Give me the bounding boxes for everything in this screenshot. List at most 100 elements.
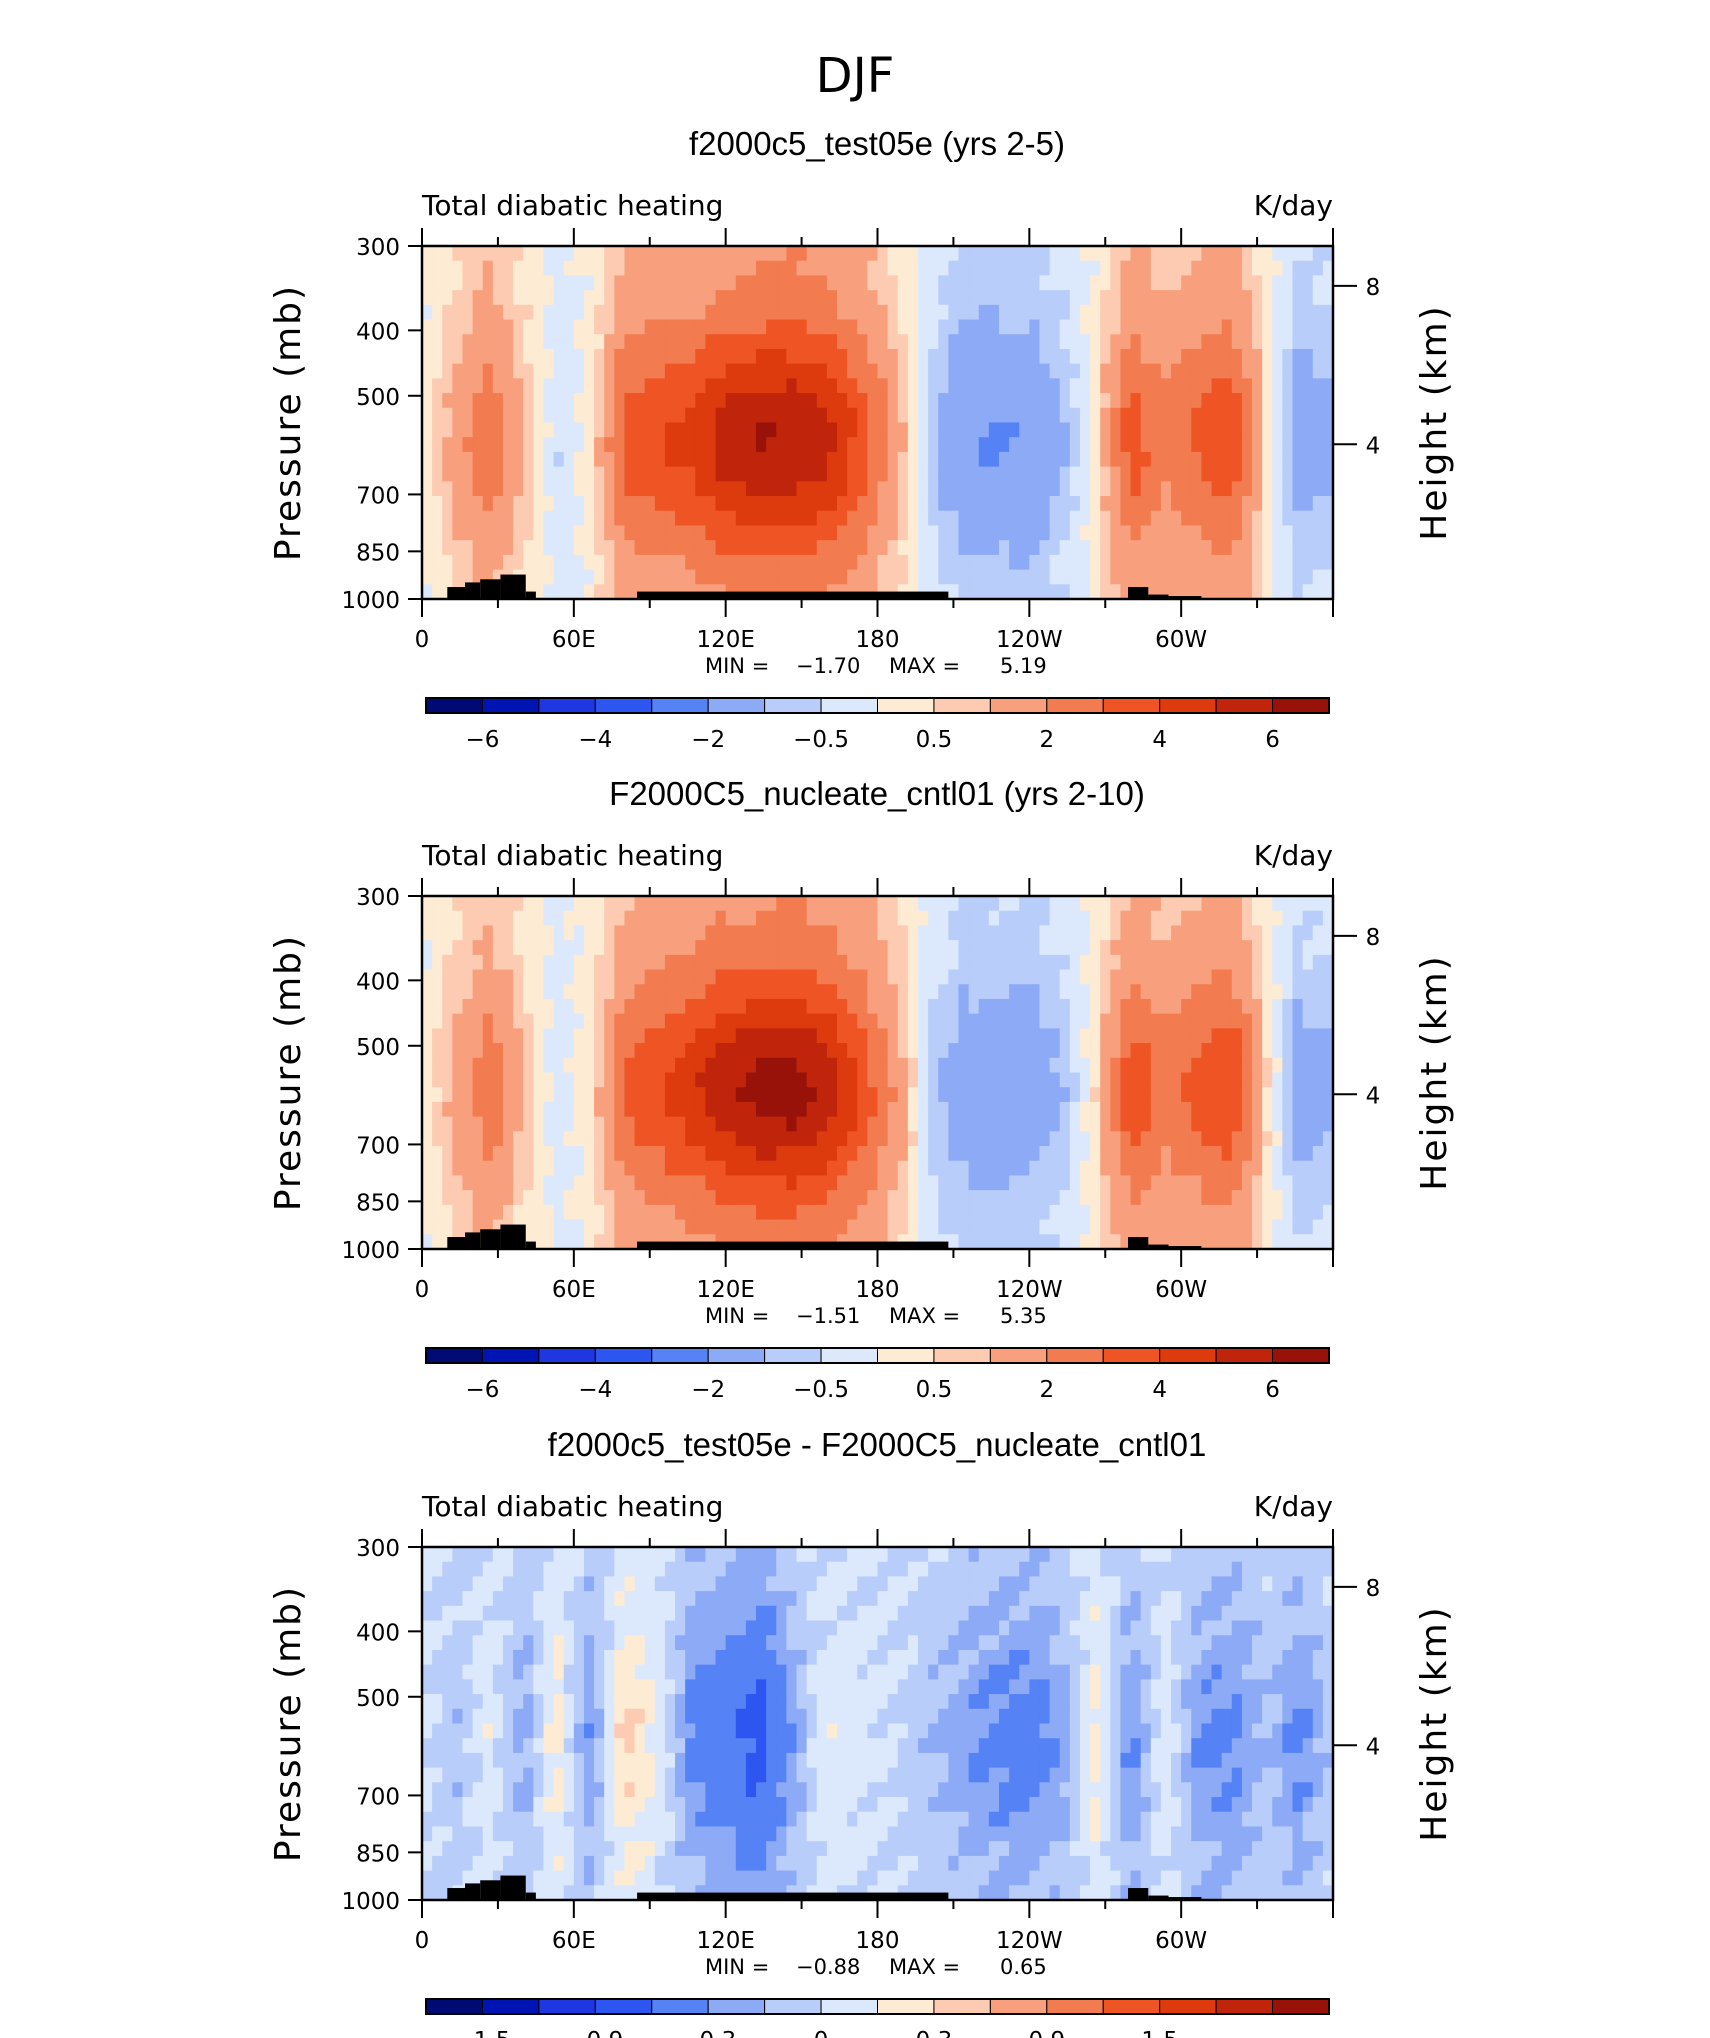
field-cell (1079, 290, 1091, 306)
field-cell (452, 1175, 464, 1191)
field-cell (1181, 584, 1192, 599)
field-cell (1272, 319, 1283, 335)
field-cell (1049, 348, 1061, 365)
field-cell (422, 1620, 433, 1636)
field-cell (594, 1190, 605, 1206)
field-cell (1110, 1576, 1122, 1592)
field-cell (816, 1072, 828, 1088)
field-cell (1322, 1116, 1333, 1132)
field-cell (1282, 984, 1294, 1000)
field-cell (705, 407, 717, 424)
field-cell (907, 275, 919, 291)
field-cell (604, 437, 615, 453)
field-cell (1211, 998, 1223, 1015)
field-cell (837, 275, 848, 291)
field-cell (492, 896, 504, 912)
field-cell (513, 275, 524, 291)
field-cell (837, 969, 848, 985)
field-cell (1150, 1131, 1162, 1147)
field-cell (1181, 998, 1192, 1015)
field-cell (422, 1160, 433, 1177)
field-cell (462, 1131, 474, 1147)
field-cell (1100, 1131, 1111, 1147)
colorbar-box (707, 697, 766, 714)
field-cell (786, 1116, 798, 1132)
field-cell (1171, 896, 1182, 912)
field-cell (1252, 1087, 1263, 1103)
field-cell (1312, 1234, 1324, 1249)
field-cell (1302, 554, 1314, 571)
field-cell (432, 1561, 443, 1578)
field-cell (1171, 1146, 1182, 1162)
field-cell (685, 304, 696, 321)
field-cell (1079, 910, 1091, 927)
field-cell (1191, 363, 1203, 379)
field-cell (462, 1190, 474, 1206)
field-cell (1029, 1013, 1041, 1029)
field-cell (1110, 925, 1122, 941)
field-cell (1130, 1013, 1142, 1029)
field-cell (816, 1087, 828, 1103)
field-cell (472, 940, 484, 956)
field-cell (1292, 1175, 1304, 1191)
field-cell (462, 290, 474, 306)
field-cell (1160, 260, 1172, 277)
field-cell (867, 437, 879, 453)
field-cell (573, 304, 585, 321)
field-cell (1079, 954, 1091, 971)
field-cell (654, 290, 666, 306)
field-cell (1221, 348, 1233, 365)
field-cell (442, 1204, 453, 1221)
field-cell (432, 1204, 443, 1221)
field-cell (452, 1116, 464, 1132)
field-cell (1019, 246, 1030, 262)
field-cell (594, 437, 605, 453)
field-cell (1262, 1072, 1273, 1088)
field-cell (735, 1620, 747, 1636)
field-cell (867, 525, 879, 541)
field-cell (675, 1219, 686, 1235)
field-cell (1079, 1219, 1091, 1235)
field-cell (1241, 334, 1253, 350)
field-cell (705, 554, 717, 571)
field-cell (614, 348, 626, 365)
field-cell (1292, 1043, 1304, 1059)
field-cell (776, 925, 787, 941)
field-cell (857, 1043, 868, 1059)
field-cell (695, 969, 707, 985)
field-cell (978, 481, 990, 497)
field-cell (745, 1219, 757, 1235)
field-cell (553, 525, 565, 541)
field-cell (1211, 275, 1223, 291)
field-cell (1039, 496, 1051, 512)
field-cell (1079, 1013, 1091, 1029)
field-cell (654, 407, 666, 424)
field-cell (948, 1561, 960, 1578)
field-cell (482, 451, 494, 468)
field-cell (735, 290, 747, 306)
field-cell (654, 940, 666, 956)
field-cell (806, 348, 818, 365)
field-cell (422, 319, 433, 335)
field-cell (523, 1591, 534, 1607)
field-cell (1029, 407, 1041, 424)
field-cell (816, 334, 828, 350)
field-cell (857, 525, 868, 541)
field-cell (573, 525, 585, 541)
field-cell (614, 569, 626, 585)
field-cell (1221, 510, 1233, 527)
field-cell (1100, 378, 1111, 394)
field-cell (1130, 260, 1142, 277)
field-cell (634, 1072, 646, 1088)
field-cell (1029, 451, 1041, 468)
field-cell (1231, 1219, 1243, 1235)
field-cell (1150, 1547, 1162, 1563)
field-cell (1120, 275, 1132, 291)
field-cell (1130, 246, 1142, 262)
field-cell (1282, 1190, 1294, 1206)
field-cell (1140, 984, 1152, 1000)
field-cell (1191, 910, 1203, 927)
field-cell (1150, 1101, 1162, 1118)
field-cell (1140, 940, 1152, 956)
field-cell (553, 569, 565, 585)
